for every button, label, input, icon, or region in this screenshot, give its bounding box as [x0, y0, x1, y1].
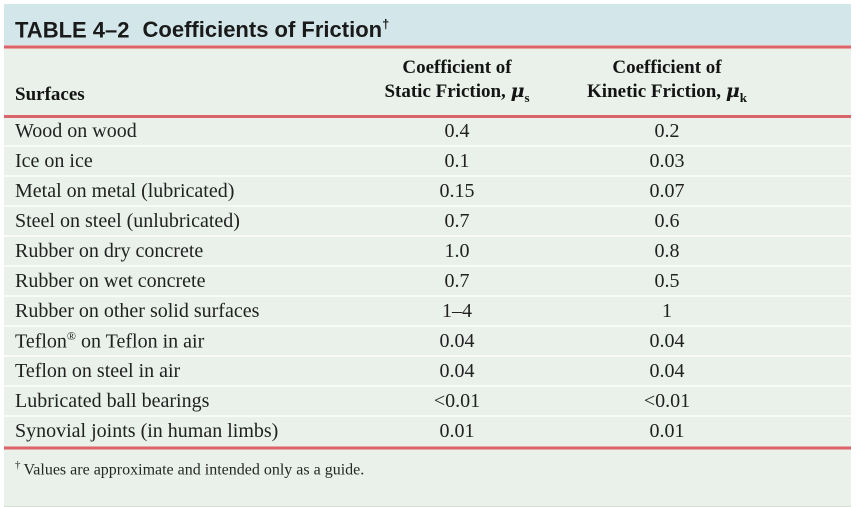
kinetic-friction-value: 0.8	[555, 235, 851, 266]
surface-name-cell: Ice on ice	[4, 145, 359, 176]
table-number: TABLE 4–2	[15, 17, 130, 43]
red-rule-top	[4, 45, 851, 49]
kinetic-header-line1: Coefficient of	[612, 57, 722, 79]
static-friction-value: 1–4	[359, 295, 555, 326]
table-row: Lubricated ball bearings <0.01 <0.01	[4, 385, 851, 416]
kinetic-header-line2: Kinetic Friction,	[587, 81, 726, 103]
static-header-line1: Coefficient of	[402, 57, 512, 79]
table-row: Synovial joints (in human limbs) 0.01 0.01	[4, 415, 851, 446]
column-header-static-friction: Coefficient of Static Friction, μs	[359, 49, 555, 118]
surface-name-cell: Lubricated ball bearings	[4, 385, 359, 416]
static-friction-value: 0.04	[359, 355, 555, 386]
surface-name-cell: Teflon on steel in air	[4, 355, 359, 386]
surface-name-cell: Teflon® on Teflon in air	[4, 325, 359, 356]
column-header-surfaces: Surfaces	[4, 49, 359, 118]
table-title-text: Coefficients of Friction	[142, 17, 383, 43]
table-title-bar: TABLE 4–2 Coefficients of Friction†	[4, 4, 851, 45]
kinetic-friction-value: 0.6	[555, 205, 851, 236]
surface-name-cell: Synovial joints (in human limbs)	[4, 415, 359, 446]
kinetic-friction-value: 0.04	[555, 325, 851, 356]
registered-trademark-symbol: ®	[66, 328, 77, 343]
surface-name-cell: Metal on metal (lubricated)	[4, 175, 359, 206]
column-header-kinetic-friction: Coefficient of Kinetic Friction, μk	[555, 49, 851, 118]
red-rule-bottom	[4, 446, 851, 450]
static-friction-value: 0.15	[359, 175, 555, 206]
static-friction-value: 0.7	[359, 205, 555, 236]
mu-subscript-s: s	[524, 90, 530, 106]
static-friction-value: 0.1	[359, 145, 555, 176]
table-row: Rubber on other solid surfaces 1–4 1	[4, 295, 851, 326]
kinetic-friction-value: 0.07	[555, 175, 851, 206]
footnote-text: Values are approximate and intended only…	[23, 461, 365, 479]
kinetic-friction-value: 0.01	[555, 415, 851, 446]
static-friction-value: 0.01	[359, 415, 555, 446]
static-friction-value: <0.01	[359, 385, 555, 416]
surface-name-cell: Rubber on wet concrete	[4, 265, 359, 296]
table-row: Metal on metal (lubricated) 0.15 0.07	[4, 175, 851, 206]
table-row: Teflon® on Teflon in air 0.04 0.04	[4, 325, 851, 356]
table-row: Wood on wood 0.4 0.2	[4, 116, 851, 146]
friction-table-panel: TABLE 4–2 Coefficients of Friction† Surfa…	[4, 4, 851, 507]
kinetic-friction-value: 0.03	[555, 145, 851, 176]
static-header-line2: Static Friction,	[384, 81, 511, 103]
title-dagger-symbol: †	[382, 17, 390, 32]
surface-name-cell: Rubber on other solid surfaces	[4, 295, 359, 326]
table-row: Rubber on wet concrete 0.7 0.5	[4, 265, 851, 296]
kinetic-friction-value: 1	[555, 295, 851, 326]
header-row: Surfaces Coefficient of Static Friction, …	[4, 49, 851, 118]
table-row: Steel on steel (unlubricated) 0.7 0.6	[4, 205, 851, 236]
friction-table: Surfaces Coefficient of Static Friction, …	[4, 49, 851, 446]
static-friction-value: 0.4	[444, 119, 470, 142]
kinetic-friction-value: 0.04	[555, 355, 851, 386]
table-title: Coefficients of Friction†	[143, 17, 390, 42]
kinetic-friction-value: 0.2	[654, 119, 680, 142]
surface-name-cell: Steel on steel (unlubricated)	[4, 205, 359, 236]
footnote: † Values are approximate and intended onl…	[4, 450, 851, 479]
kinetic-friction-value: <0.01	[555, 385, 851, 416]
mu-subscript-k: k	[739, 90, 747, 106]
table-row: Rubber on dry concrete 1.0 0.8	[4, 235, 851, 266]
static-friction-value: 0.04	[359, 325, 555, 356]
static-friction-value: 1.0	[359, 235, 555, 266]
footnote-dagger-symbol: †	[15, 459, 21, 471]
static-friction-value: 0.7	[359, 265, 555, 296]
table-row: Ice on ice 0.1 0.03	[4, 145, 851, 176]
mu-symbol: μ	[725, 80, 740, 103]
surface-name-cell: Wood on wood	[15, 119, 137, 142]
surface-name-cell: Rubber on dry concrete	[4, 235, 359, 266]
table-row: Teflon on steel in air 0.04 0.04	[4, 355, 851, 386]
friction-table-body: Wood on wood 0.4 0.2 Ice on ice 0.1 0.03 Metal…	[4, 116, 851, 446]
mu-symbol: μ	[510, 80, 525, 103]
kinetic-friction-value: 0.5	[555, 265, 851, 296]
